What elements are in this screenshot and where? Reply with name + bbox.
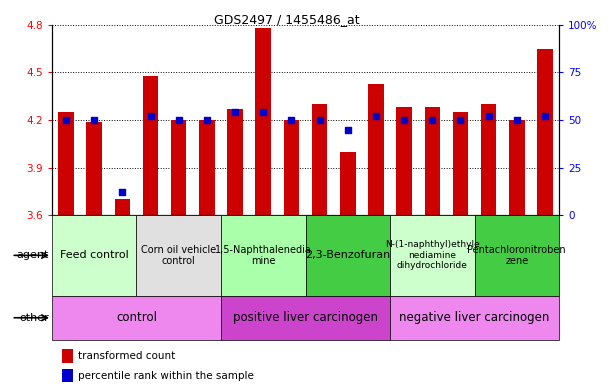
Point xyxy=(343,126,353,132)
Bar xyxy=(368,84,384,215)
Text: negative liver carcinogen: negative liver carcinogen xyxy=(400,311,550,324)
Text: agent: agent xyxy=(16,250,49,260)
Bar xyxy=(52,296,221,340)
Bar xyxy=(390,215,475,296)
Bar xyxy=(453,112,468,215)
Bar xyxy=(390,296,559,340)
Bar xyxy=(143,76,158,215)
Text: N-(1-naphthyl)ethyle
nediamine
dihydrochloride: N-(1-naphthyl)ethyle nediamine dihydroch… xyxy=(385,240,480,270)
Text: transformed count: transformed count xyxy=(78,351,175,361)
Bar xyxy=(284,120,299,215)
Point xyxy=(230,109,240,116)
Bar xyxy=(221,215,306,296)
Bar xyxy=(425,107,440,215)
Bar xyxy=(115,199,130,215)
Text: positive liver carcinogen: positive liver carcinogen xyxy=(233,311,378,324)
Bar xyxy=(306,215,390,296)
Point xyxy=(371,113,381,119)
Bar xyxy=(136,215,221,296)
Point xyxy=(399,117,409,123)
Text: Pentachloronitroben
zene: Pentachloronitroben zene xyxy=(467,245,566,266)
Point xyxy=(428,117,437,123)
Point xyxy=(456,117,466,123)
Bar xyxy=(171,120,186,215)
Point xyxy=(315,117,324,123)
Text: 2,3-Benzofuran: 2,3-Benzofuran xyxy=(305,250,390,260)
Point xyxy=(89,117,99,123)
Bar xyxy=(86,122,102,215)
Bar xyxy=(397,107,412,215)
Text: other: other xyxy=(19,313,49,323)
Bar xyxy=(199,120,214,215)
Point xyxy=(287,117,296,123)
Point xyxy=(117,189,127,195)
Bar xyxy=(62,349,73,363)
Bar xyxy=(475,215,559,296)
Bar xyxy=(312,104,327,215)
Bar xyxy=(537,49,553,215)
Bar xyxy=(481,104,496,215)
Text: 1,5-Naphthalenedia
mine: 1,5-Naphthalenedia mine xyxy=(215,245,312,266)
Text: GDS2497 / 1455486_at: GDS2497 / 1455486_at xyxy=(214,13,359,26)
Bar xyxy=(221,296,390,340)
Text: Corn oil vehicle
control: Corn oil vehicle control xyxy=(141,245,216,266)
Bar xyxy=(340,152,356,215)
Bar xyxy=(58,112,74,215)
Bar xyxy=(509,120,525,215)
Point xyxy=(484,113,494,119)
Bar xyxy=(52,215,136,296)
Point xyxy=(61,117,71,123)
Bar xyxy=(227,109,243,215)
Point xyxy=(145,113,155,119)
Point xyxy=(202,117,212,123)
Bar xyxy=(62,369,73,382)
Point xyxy=(258,109,268,116)
Point xyxy=(540,113,550,119)
Point xyxy=(512,117,522,123)
Text: percentile rank within the sample: percentile rank within the sample xyxy=(78,371,254,381)
Bar xyxy=(255,28,271,215)
Point xyxy=(174,117,184,123)
Text: Feed control: Feed control xyxy=(60,250,128,260)
Text: control: control xyxy=(116,311,157,324)
